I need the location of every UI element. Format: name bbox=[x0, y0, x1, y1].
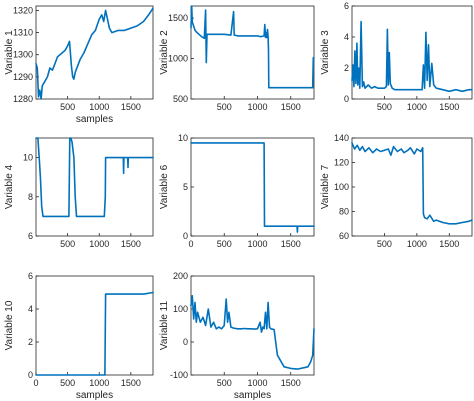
y-tick-label: 100 bbox=[334, 182, 349, 192]
x-tick-label: 1000 bbox=[247, 239, 267, 249]
y-tick-label: 200 bbox=[173, 271, 188, 281]
x-tick-label: 1500 bbox=[281, 378, 301, 388]
y-tick-label: 140 bbox=[334, 133, 349, 143]
x-tick-label: 1000 bbox=[89, 239, 109, 249]
x-tick-label: 500 bbox=[377, 102, 392, 112]
x-tick-label: 1000 bbox=[407, 102, 427, 112]
series-line bbox=[190, 142, 315, 233]
y-tick-label: 1500 bbox=[168, 13, 188, 23]
x-tick-label: 500 bbox=[217, 239, 232, 249]
plot-area bbox=[35, 5, 154, 100]
plot-area bbox=[351, 5, 473, 100]
x-tick-label: 1000 bbox=[89, 378, 109, 388]
x-tick-label: 1500 bbox=[281, 239, 301, 249]
y-tick-label: 80 bbox=[339, 207, 349, 217]
x-tick-label: 1000 bbox=[89, 102, 109, 112]
y-tick-label: 4 bbox=[28, 304, 33, 314]
y-tick-label: 10 bbox=[178, 133, 188, 143]
y-tick-label: 1310 bbox=[13, 28, 33, 38]
x-tick-label: 1500 bbox=[439, 239, 459, 249]
series-line bbox=[35, 137, 154, 218]
y-tick-label: 10 bbox=[23, 153, 33, 163]
y-axis-label: Variable 3 bbox=[320, 30, 331, 75]
plot-area bbox=[190, 137, 315, 237]
series-line bbox=[351, 142, 473, 225]
plot-area bbox=[351, 137, 473, 237]
y-axis-label: Variable 2 bbox=[159, 30, 170, 75]
x-tick-label: 500 bbox=[60, 378, 75, 388]
series-line bbox=[351, 20, 473, 93]
x-tick-label: 1000 bbox=[247, 102, 267, 112]
subplot-5: 0 500 1000 1500 0 5 10 Variable 6 bbox=[159, 133, 315, 249]
y-axis-label: Variable 11 bbox=[159, 301, 170, 351]
subplot-7: 0 500 1000 1500 0 2 4 6 samples Variable 10 bbox=[4, 271, 154, 401]
y-tick-label: 0 bbox=[28, 370, 33, 380]
y-tick-label: 4 bbox=[344, 32, 349, 42]
y-tick-label: 500 bbox=[173, 94, 188, 104]
y-axis-label: Variable 6 bbox=[159, 164, 170, 209]
series-line bbox=[35, 7, 154, 100]
subplot-4: 500 1000 1500 6 8 10 Variable 4 bbox=[4, 137, 154, 249]
x-tick-label: 500 bbox=[60, 239, 75, 249]
y-axis-label: Variable 7 bbox=[320, 164, 331, 209]
y-axis-label: Variable 1 bbox=[4, 30, 15, 75]
y-tick-label: 6 bbox=[28, 271, 33, 281]
series-line bbox=[35, 291, 154, 376]
x-tick-label: 500 bbox=[217, 102, 232, 112]
y-tick-label: 120 bbox=[334, 158, 349, 168]
y-tick-label: 1320 bbox=[13, 5, 33, 15]
y-tick-label: 1300 bbox=[13, 50, 33, 60]
x-tick-label: 1500 bbox=[121, 239, 141, 249]
y-tick-label: 1000 bbox=[168, 54, 188, 64]
series-line bbox=[190, 294, 315, 370]
y-tick-label: 1290 bbox=[13, 72, 33, 82]
y-tick-label: 6 bbox=[344, 1, 349, 11]
y-tick-label: 6 bbox=[28, 231, 33, 241]
subplot-6: 500 1000 1500 60 80 100 120 140 Variable 7 bbox=[320, 133, 473, 249]
x-tick-label: 1000 bbox=[247, 378, 267, 388]
y-tick-label: 5 bbox=[183, 182, 188, 192]
y-tick-label: 8 bbox=[28, 192, 33, 202]
x-axis-label: samples bbox=[234, 390, 271, 401]
x-tick-label: 1500 bbox=[439, 102, 459, 112]
y-axis-label: Variable 4 bbox=[4, 164, 15, 209]
y-tick-label: 1280 bbox=[13, 94, 33, 104]
plot-area bbox=[35, 137, 154, 237]
y-tick-label: 0 bbox=[183, 231, 188, 241]
plot-area bbox=[190, 275, 315, 376]
x-tick-label: 1500 bbox=[281, 102, 301, 112]
y-tick-label: 0 bbox=[183, 337, 188, 347]
x-tick-label: 0 bbox=[33, 378, 38, 388]
subplot-3: 500 1000 1500 0 2 4 6 Variable 3 bbox=[320, 1, 473, 112]
x-tick-label: 0 bbox=[188, 239, 193, 249]
y-tick-label: -100 bbox=[170, 370, 188, 380]
x-tick-label: 500 bbox=[217, 378, 232, 388]
x-tick-label: 1500 bbox=[121, 102, 141, 112]
x-tick-label: 1000 bbox=[407, 239, 427, 249]
x-tick-label: 500 bbox=[377, 239, 392, 249]
y-tick-label: 2 bbox=[28, 337, 33, 347]
y-tick-label: 2 bbox=[344, 63, 349, 73]
subplot-1: 500 1000 1500 1280 1290 1300 1310 1320 samples Va… bbox=[4, 5, 154, 125]
x-tick-label: 1500 bbox=[121, 378, 141, 388]
x-axis-label: samples bbox=[76, 114, 113, 125]
y-tick-label: 100 bbox=[173, 304, 188, 314]
y-axis-label: Variable 10 bbox=[4, 300, 15, 350]
x-tick-label: 500 bbox=[60, 102, 75, 112]
x-axis-label: samples bbox=[76, 390, 113, 401]
plot-area bbox=[35, 275, 154, 376]
y-tick-label: 0 bbox=[344, 94, 349, 104]
plot-area bbox=[190, 5, 315, 100]
series-line bbox=[190, 5, 315, 89]
subplot-8: 500 1000 1500 -100 0 100 200 samples Variable 11 bbox=[159, 271, 315, 401]
y-tick-label: 60 bbox=[339, 231, 349, 241]
subplot-2: 500 1000 1500 500 1000 1500 Variable 2 bbox=[159, 5, 315, 112]
